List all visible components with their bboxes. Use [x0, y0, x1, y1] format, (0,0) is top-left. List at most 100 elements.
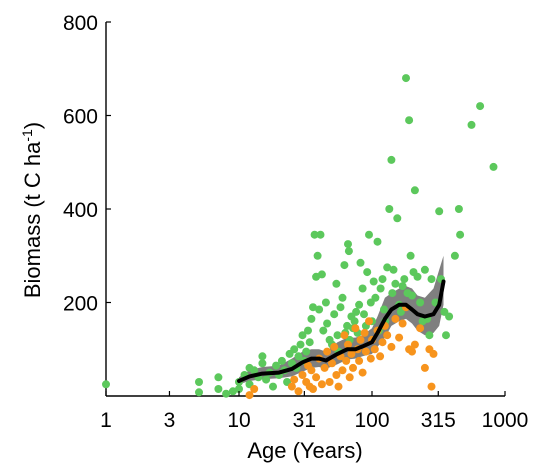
green-point — [195, 378, 203, 386]
y-axis-label-close: ) — [20, 122, 45, 129]
orange-point — [325, 378, 334, 386]
orange-point — [309, 385, 317, 393]
orange-point — [290, 375, 299, 384]
green-point — [358, 284, 367, 293]
x-axis-ticks: 1 3 10 31 100 315 1000 — [100, 391, 528, 432]
orange-point — [391, 314, 400, 323]
orange-point — [351, 324, 360, 333]
green-point — [298, 331, 307, 340]
green-point — [315, 305, 324, 314]
y-axis-label-main: Biomass (t C ha — [20, 141, 45, 298]
orange-point — [408, 347, 416, 356]
green-point — [294, 352, 303, 361]
orange-point — [330, 342, 339, 351]
green-point — [302, 347, 311, 356]
orange-point — [340, 331, 349, 340]
orange-point — [376, 352, 385, 361]
green-point — [360, 310, 368, 319]
green-point — [391, 279, 400, 288]
orange-point — [356, 335, 365, 344]
green-point — [489, 162, 498, 171]
green-point — [476, 102, 485, 111]
orange-point — [328, 359, 336, 368]
green-point — [388, 289, 397, 298]
green-point — [338, 293, 347, 302]
green-point — [413, 272, 422, 281]
x-tick-label: 1 — [100, 409, 112, 432]
green-point — [427, 275, 436, 284]
green-point — [445, 312, 454, 321]
plot-area: 1 3 10 31 100 315 1000 200 400 600 800 — [63, 12, 528, 432]
orange-point — [287, 382, 296, 391]
orange-point — [245, 391, 254, 400]
orange-point — [294, 387, 303, 396]
orange-point — [344, 340, 352, 349]
green-point — [363, 268, 372, 277]
orange-point — [360, 328, 369, 337]
green-point — [290, 345, 299, 354]
green-point — [235, 385, 243, 393]
trend-polyline — [237, 279, 446, 383]
green-point — [385, 205, 394, 213]
green-point — [304, 326, 312, 335]
green-point — [408, 291, 416, 300]
y-axis-label: Biomass (t C ha-1) — [19, 122, 45, 298]
green-point — [296, 340, 305, 349]
y-tick-label: 800 — [63, 12, 98, 35]
orange-point — [345, 373, 354, 382]
green-point — [373, 237, 382, 246]
green-point — [269, 382, 277, 391]
x-tick-label: 1000 — [482, 409, 529, 432]
green-point — [456, 230, 465, 239]
orange-point — [342, 356, 351, 365]
green-point — [352, 307, 361, 316]
green-point — [350, 317, 359, 326]
green-point — [344, 247, 353, 256]
green-point — [467, 120, 476, 129]
green-point — [410, 186, 419, 195]
green-point — [454, 205, 463, 213]
green-point — [344, 240, 352, 249]
green-point — [195, 388, 203, 397]
trend-line — [237, 279, 446, 383]
green-point — [319, 326, 328, 335]
green-point — [309, 303, 317, 312]
green-point — [365, 230, 373, 239]
green-point — [398, 282, 407, 291]
green-point — [323, 319, 332, 328]
green-point — [435, 207, 444, 216]
green-point — [405, 116, 414, 125]
green-point — [387, 155, 396, 164]
green-point — [214, 373, 223, 382]
green-point — [400, 275, 409, 284]
orange-point — [338, 366, 347, 375]
green-point — [416, 298, 425, 307]
green-point — [396, 307, 405, 316]
green-point — [340, 261, 349, 270]
orange-point — [332, 371, 341, 379]
y-tick-label: 200 — [63, 293, 98, 316]
green-point — [450, 251, 459, 260]
orange-point — [355, 356, 364, 365]
orange-point — [317, 380, 326, 389]
orange-point — [387, 342, 396, 351]
green-point — [376, 284, 385, 293]
green-point — [383, 263, 392, 272]
orange-point — [378, 338, 387, 347]
green-point — [336, 303, 345, 312]
orange-point — [427, 382, 436, 391]
x-tick-label: 10 — [227, 409, 250, 432]
orange-point — [361, 347, 370, 356]
x-axis-label: Age (Years) — [247, 438, 362, 463]
orange-point — [416, 324, 425, 333]
green-point — [305, 338, 314, 347]
orange-point — [370, 345, 379, 354]
orange-point — [312, 373, 321, 382]
green-point — [402, 74, 410, 83]
green-point — [321, 298, 330, 307]
x-tick-label: 315 — [421, 409, 456, 432]
orange-point — [365, 317, 373, 326]
green-point — [214, 385, 223, 393]
x-tick-label: 31 — [293, 409, 316, 432]
green-point — [378, 275, 387, 284]
